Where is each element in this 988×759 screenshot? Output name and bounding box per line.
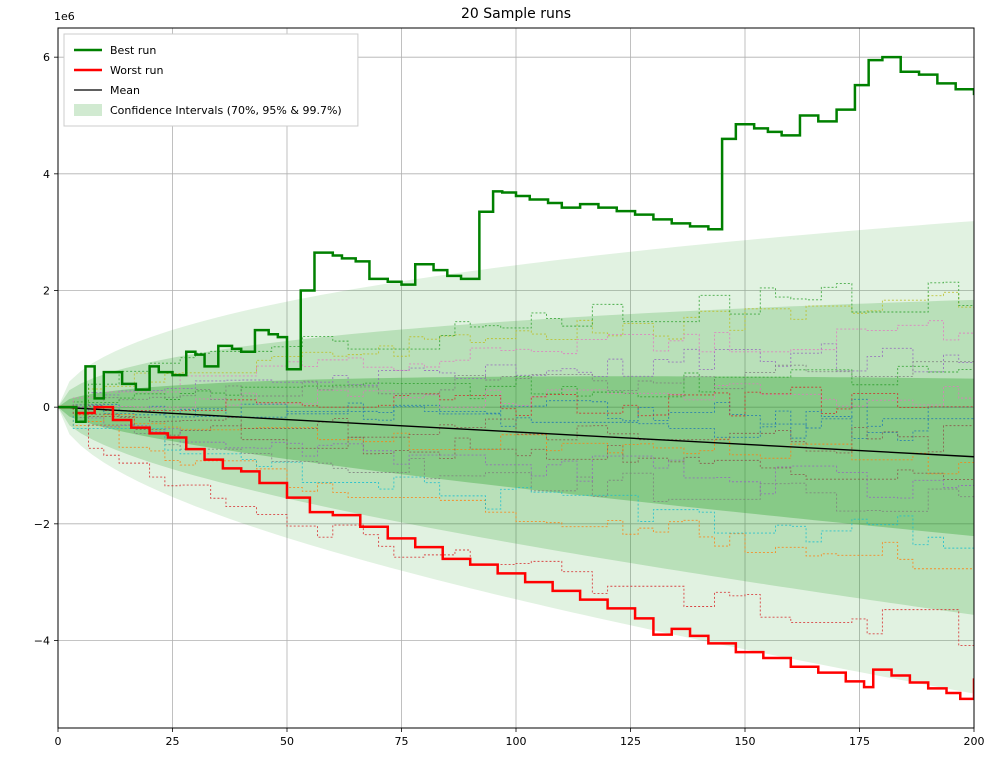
x-tick-label: 175 (849, 735, 870, 748)
x-tick-label: 150 (735, 735, 756, 748)
y-tick-label: 4 (43, 168, 50, 181)
x-tick-label: 125 (620, 735, 641, 748)
chart-root: 0 25 50 75 100 125 150 175 200 −4 −2 0 2 4 6 20 Sample… (0, 0, 988, 759)
legend-label: Confidence Intervals (70%, 95% & 99.7%) (110, 104, 342, 117)
x-tick-label: 25 (166, 735, 180, 748)
legend-label: Best run (110, 44, 156, 57)
plot-area: 0 25 50 75 100 125 150 175 200 −4 −2 0 2 4 6 (34, 28, 985, 748)
legend: Best run Worst run Mean Confidence Interval… (64, 34, 358, 126)
chart-svg: 0 25 50 75 100 125 150 175 200 −4 −2 0 2 4 6 20 Sample… (0, 0, 988, 759)
x-tick-label: 50 (280, 735, 294, 748)
legend-label: Worst run (110, 64, 164, 77)
y-axis-exponent: 1e6 (54, 10, 75, 23)
y-tick-label: 2 (43, 285, 50, 298)
legend-swatch-patch (74, 104, 102, 116)
x-tick-label: 100 (506, 735, 527, 748)
y-tick-label: 0 (43, 401, 50, 414)
x-tick-label: 0 (55, 735, 62, 748)
y-tick-label: 6 (43, 51, 50, 64)
y-tick-label: −2 (34, 518, 50, 531)
y-tick-label: −4 (34, 635, 50, 648)
x-tick-label: 200 (964, 735, 985, 748)
legend-label: Mean (110, 84, 140, 97)
x-tick-label: 75 (395, 735, 409, 748)
chart-title: 20 Sample runs (461, 6, 571, 22)
